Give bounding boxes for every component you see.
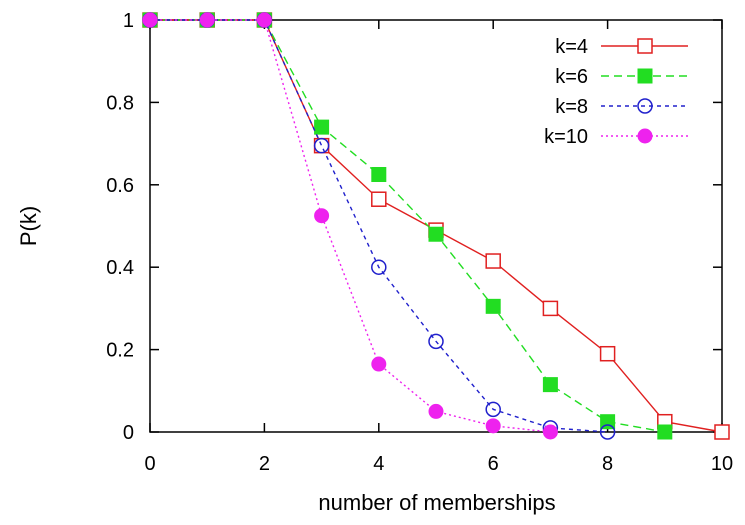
data-point-k4: [542, 300, 559, 317]
data-point-k10: [199, 12, 215, 28]
x-tick-label: 2: [259, 453, 270, 475]
data-point-k8: [599, 424, 616, 440]
legend-label-k4: k=4: [555, 36, 588, 58]
y-axis-label: P(k): [16, 206, 41, 246]
x-tick-label: 0: [144, 453, 155, 475]
y-tick-label: 1: [123, 10, 134, 32]
y-tick-label: 0.4: [106, 257, 134, 279]
data-point-k6: [485, 298, 501, 314]
legend-marker-k10: [637, 128, 653, 144]
y-tick-label: 0.8: [106, 92, 134, 114]
series-k6: [142, 12, 673, 440]
data-point-k10: [485, 418, 501, 434]
data-point-k4: [485, 253, 501, 269]
x-tick-label: 6: [488, 453, 499, 475]
data-point-k10: [256, 12, 272, 28]
legend-marker-k4: [637, 38, 653, 54]
legend-marker-k8: [637, 98, 653, 114]
x-axis-label: number of memberships: [318, 490, 555, 515]
data-point-k10: [314, 208, 330, 224]
data-point-k10: [428, 403, 444, 419]
data-point-k8: [371, 259, 387, 275]
series-k10: [142, 12, 558, 440]
x-tick-label: 8: [602, 453, 613, 475]
x-tick-label: 10: [711, 453, 733, 475]
data-point-k6: [542, 377, 558, 393]
data-point-k4: [371, 191, 387, 207]
legend-label-k8: k=8: [555, 96, 588, 118]
data-point-k6: [371, 167, 387, 182]
legend-marker-k6: [637, 68, 653, 84]
series-line-k10: [150, 19, 551, 433]
y-tick-label: 0.2: [106, 340, 134, 362]
data-point-k6: [314, 119, 330, 135]
data-point-k6: [428, 226, 444, 242]
legend-label-k6: k=6: [555, 66, 588, 88]
data-point-k8: [485, 401, 501, 418]
data-point-k4: [599, 345, 616, 362]
series-k8: [142, 12, 616, 440]
y-tick-label: 0.6: [106, 175, 134, 197]
data-point-k8: [313, 137, 330, 154]
data-point-k6: [657, 424, 673, 440]
x-tick-label: 4: [373, 453, 384, 475]
data-point-k4: [714, 424, 730, 440]
plot-frame: [149, 19, 723, 433]
series-line-k8: [150, 19, 608, 433]
legend-label-k10: k=10: [544, 126, 588, 148]
data-point-k10: [542, 424, 558, 440]
data-point-k10: [142, 12, 158, 28]
y-tick-label: 0: [123, 422, 134, 444]
data-point-k10: [371, 356, 387, 372]
data-point-k8: [428, 333, 444, 350]
